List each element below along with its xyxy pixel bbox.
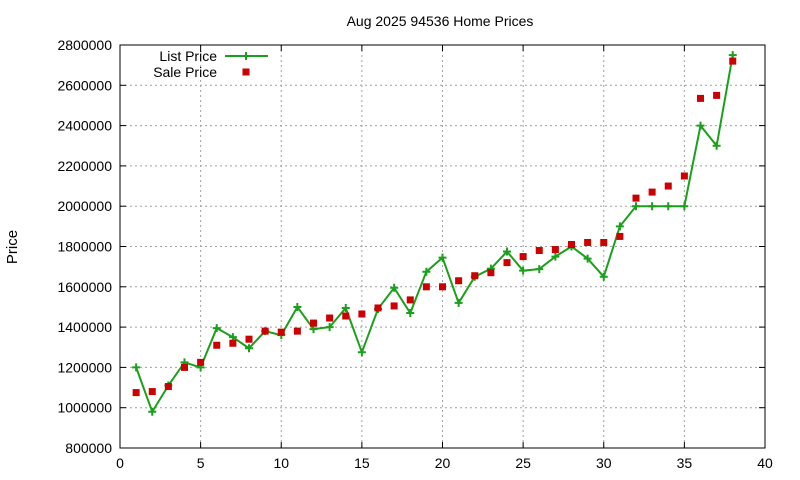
list-price-point — [438, 253, 447, 262]
sale-price-point — [374, 304, 382, 312]
x-tick-label: 5 — [197, 455, 205, 471]
sale-price-point — [680, 172, 688, 180]
x-tick-label: 25 — [515, 455, 531, 471]
sale-price-point — [422, 283, 430, 291]
sale-price-point — [648, 188, 656, 196]
sale-price-point — [229, 339, 237, 347]
sale-price-point — [551, 246, 559, 254]
list-price-point — [583, 254, 592, 263]
sale-price-point — [293, 327, 301, 335]
list-price-point — [503, 247, 511, 256]
sale-price-point — [455, 277, 463, 285]
sale-price-point — [503, 259, 511, 267]
legend-marker-list-price — [242, 52, 250, 60]
plot-series — [132, 51, 737, 416]
sale-price-point — [326, 314, 334, 322]
sale-price-point — [713, 91, 721, 99]
list-price-point — [245, 344, 253, 353]
sale-price-point — [632, 194, 640, 202]
sale-price-point — [439, 283, 446, 291]
plot-frame — [119, 44, 766, 449]
list-price-point — [406, 308, 415, 317]
grid-lines — [120, 45, 765, 448]
sale-price-point — [697, 94, 704, 102]
sale-price-point — [471, 272, 479, 280]
sale-price-point — [181, 363, 188, 371]
legend-swatch-sale-price — [242, 68, 250, 76]
sale-price-point — [406, 296, 414, 304]
sale-price-point — [584, 238, 592, 246]
sale-price-point — [519, 253, 527, 261]
y-axis-label: Price — [4, 230, 21, 264]
list-price-point — [632, 202, 640, 211]
list-price-point — [535, 265, 544, 274]
sale-price-point — [148, 388, 156, 396]
x-tick-label: 0 — [116, 455, 124, 471]
y-tick-label: 1800000 — [57, 239, 112, 255]
sale-price-point — [213, 341, 221, 349]
list-price-point — [680, 202, 689, 211]
y-tick-label: 2200000 — [57, 158, 112, 174]
list-price-point — [664, 202, 673, 211]
list-price-point — [422, 267, 431, 276]
list-price-point — [341, 303, 350, 312]
sale-price-point — [664, 182, 672, 190]
legend-label-list-price: List Price — [159, 48, 217, 64]
sale-price-point — [358, 310, 366, 318]
sale-price-point — [616, 232, 624, 240]
list-price-point — [712, 141, 721, 150]
sale-price-point — [600, 238, 608, 246]
legend-label-sale-price: Sale Price — [153, 64, 217, 80]
y-tick-label: 2400000 — [57, 118, 112, 134]
sale-price-point — [487, 269, 495, 277]
x-tick-label: 35 — [677, 455, 693, 471]
x-tick-label: 40 — [757, 455, 773, 471]
sale-price-point — [342, 312, 350, 320]
sale-price-point — [568, 240, 575, 248]
y-tick-label: 2800000 — [57, 37, 112, 53]
list-price-point — [325, 323, 334, 332]
sale-price-point — [197, 358, 205, 366]
y-tick-label: 1200000 — [57, 359, 112, 375]
y-tick-label: 2600000 — [57, 77, 112, 93]
list-price-point — [132, 363, 141, 372]
list-price-point — [519, 266, 528, 275]
sale-price-point — [390, 302, 398, 310]
y-tick-label: 1600000 — [57, 279, 112, 295]
list-price-point — [357, 348, 366, 357]
x-tick-label: 10 — [273, 455, 289, 471]
axis-ticks: 800000 1000000 1200000 1400000 1600000 180000… — [57, 37, 773, 471]
x-tick-label: 20 — [435, 455, 451, 471]
list-price-point — [551, 252, 560, 261]
list-price-point — [599, 272, 608, 281]
sale-price-point — [310, 319, 317, 327]
sale-price-point — [261, 327, 269, 335]
sale-price-point — [164, 383, 172, 391]
list-price-point — [390, 283, 399, 292]
sale-price-point — [729, 57, 737, 65]
y-tick-label: 800000 — [65, 440, 112, 456]
list-price-point — [648, 202, 657, 211]
sale-price-point — [245, 335, 253, 343]
list-price-point — [212, 324, 221, 333]
y-tick-label: 1400000 — [57, 319, 112, 335]
x-tick-label: 30 — [596, 455, 612, 471]
list-price-point — [696, 121, 705, 130]
x-tick-label: 15 — [354, 455, 370, 471]
list-price-point — [454, 298, 463, 307]
list-price-point — [615, 222, 624, 231]
sale-price-point — [535, 247, 543, 255]
y-tick-label: 2000000 — [57, 198, 112, 214]
sale-price-point — [277, 328, 285, 336]
list-price-point — [293, 302, 302, 311]
list-price-point — [148, 407, 157, 416]
sale-price-point — [132, 389, 140, 397]
chart-title: Aug 2025 94536 Home Prices — [347, 13, 534, 29]
y-tick-label: 1000000 — [57, 400, 112, 416]
list-price-line — [135, 54, 734, 415]
